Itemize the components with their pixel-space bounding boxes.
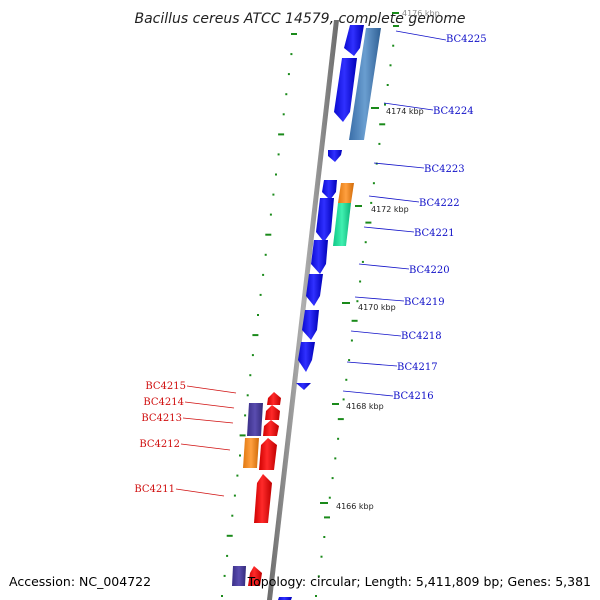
label-line-BC4225 — [395, 30, 447, 41]
label-line-BC4224 — [383, 102, 434, 111]
gene-label-BC4211: BC4211 — [134, 484, 175, 495]
cog-block-orange — [338, 183, 354, 203]
kbp-label-4168: 4168 kbp — [346, 402, 384, 411]
label-line-BC4221 — [363, 226, 415, 233]
gene-label-BC4212: BC4212 — [139, 439, 180, 450]
gene-label-BC4214: BC4214 — [143, 397, 184, 408]
kbp-markers: 4176 kbp 4174 kbp 4172 kbp 4170 kbp 4168… — [320, 9, 440, 511]
gene-label-BC4216: BC4216 — [393, 391, 434, 402]
gene-label-BC4218: BC4218 — [401, 331, 442, 342]
cog-track-forward — [333, 28, 381, 246]
gene-BC4212-arrow — [259, 438, 277, 470]
gene-label-BC4222: BC4222 — [419, 198, 460, 209]
label-line-BC4215 — [186, 385, 237, 394]
gene-BC4225-arrow — [344, 25, 364, 56]
genome-backbone — [267, 20, 339, 600]
accession-text: Accession: NC_004722 — [9, 574, 151, 589]
label-line-BC4220 — [358, 263, 410, 270]
gene-BC4213-arrow — [263, 420, 279, 436]
gene-label-BC4223: BC4223 — [424, 164, 465, 175]
cog-block-green — [333, 203, 351, 246]
kbp-label-4172: 4172 kbp — [371, 205, 409, 214]
label-line-BC4219 — [354, 296, 405, 302]
gene-label-BC4224: BC4224 — [433, 106, 474, 117]
label-line-BC4223 — [373, 162, 425, 169]
reverse-genes — [248, 392, 281, 586]
gene-BC4215-arrow — [267, 392, 281, 405]
map-title: Bacillus cereus ATCC 14579, complete gen… — [134, 11, 465, 27]
label-line-BC4214 — [184, 401, 235, 409]
cog-block-purple-2 — [232, 566, 246, 586]
gene-label-BC4215: BC4215 — [145, 381, 186, 392]
gene-BC4218-arrow — [302, 310, 319, 340]
gene-label-BC4220: BC4220 — [409, 265, 450, 276]
gene-partial-bottom-arrow — [278, 597, 292, 600]
cog-block-orange-2 — [243, 438, 259, 468]
gene-BC4221-arrow — [316, 198, 334, 242]
gene-partial-red-bottom-arrow — [248, 566, 262, 586]
gene-BC4223-arrow — [328, 150, 342, 162]
gene-BC4224-arrow — [334, 58, 357, 122]
forward-gene-labels: BC4225 BC4224 BC4223 BC4222 BC4221 BC422… — [342, 30, 487, 402]
forward-genes — [278, 25, 364, 600]
genome-summary-text: Topology: circular; Length: 5,411,809 bp… — [247, 574, 591, 589]
kbp-label-4170: 4170 kbp — [358, 303, 396, 312]
reverse-gene-labels: BC4215 BC4214 BC4213 BC4212 BC4211 — [134, 381, 237, 497]
label-line-BC4213 — [182, 417, 234, 424]
label-line-BC4211 — [175, 488, 225, 497]
gene-label-BC4213: BC4213 — [141, 413, 182, 424]
gene-BC4216-arrow — [296, 383, 311, 390]
gene-BC4214-arrow — [265, 405, 280, 420]
label-line-BC4218 — [350, 330, 402, 337]
gene-BC4217-arrow — [298, 342, 315, 372]
gene-label-BC4217: BC4217 — [397, 362, 438, 373]
gene-BC4220-arrow — [311, 240, 328, 274]
gene-BC4222-arrow — [322, 180, 337, 200]
kbp-label-4166: 4166 kbp — [336, 502, 374, 511]
gene-label-BC4221: BC4221 — [414, 228, 455, 239]
cog-block-purple-1 — [247, 403, 263, 436]
label-line-BC4217 — [346, 361, 398, 367]
gene-label-BC4219: BC4219 — [404, 297, 445, 308]
label-line-BC4212 — [180, 443, 231, 451]
cog-track-reverse — [232, 403, 263, 586]
label-line-BC4216 — [342, 390, 394, 397]
kbp-label-4176: 4176 kbp — [402, 9, 440, 18]
label-line-BC4222 — [368, 195, 420, 203]
kbp-label-4174: 4174 kbp — [386, 107, 424, 116]
gene-BC4211-arrow — [254, 474, 272, 523]
cog-block-steelblue — [349, 28, 381, 140]
gene-label-BC4225: BC4225 — [446, 34, 487, 45]
gene-BC4219-arrow — [306, 274, 323, 306]
